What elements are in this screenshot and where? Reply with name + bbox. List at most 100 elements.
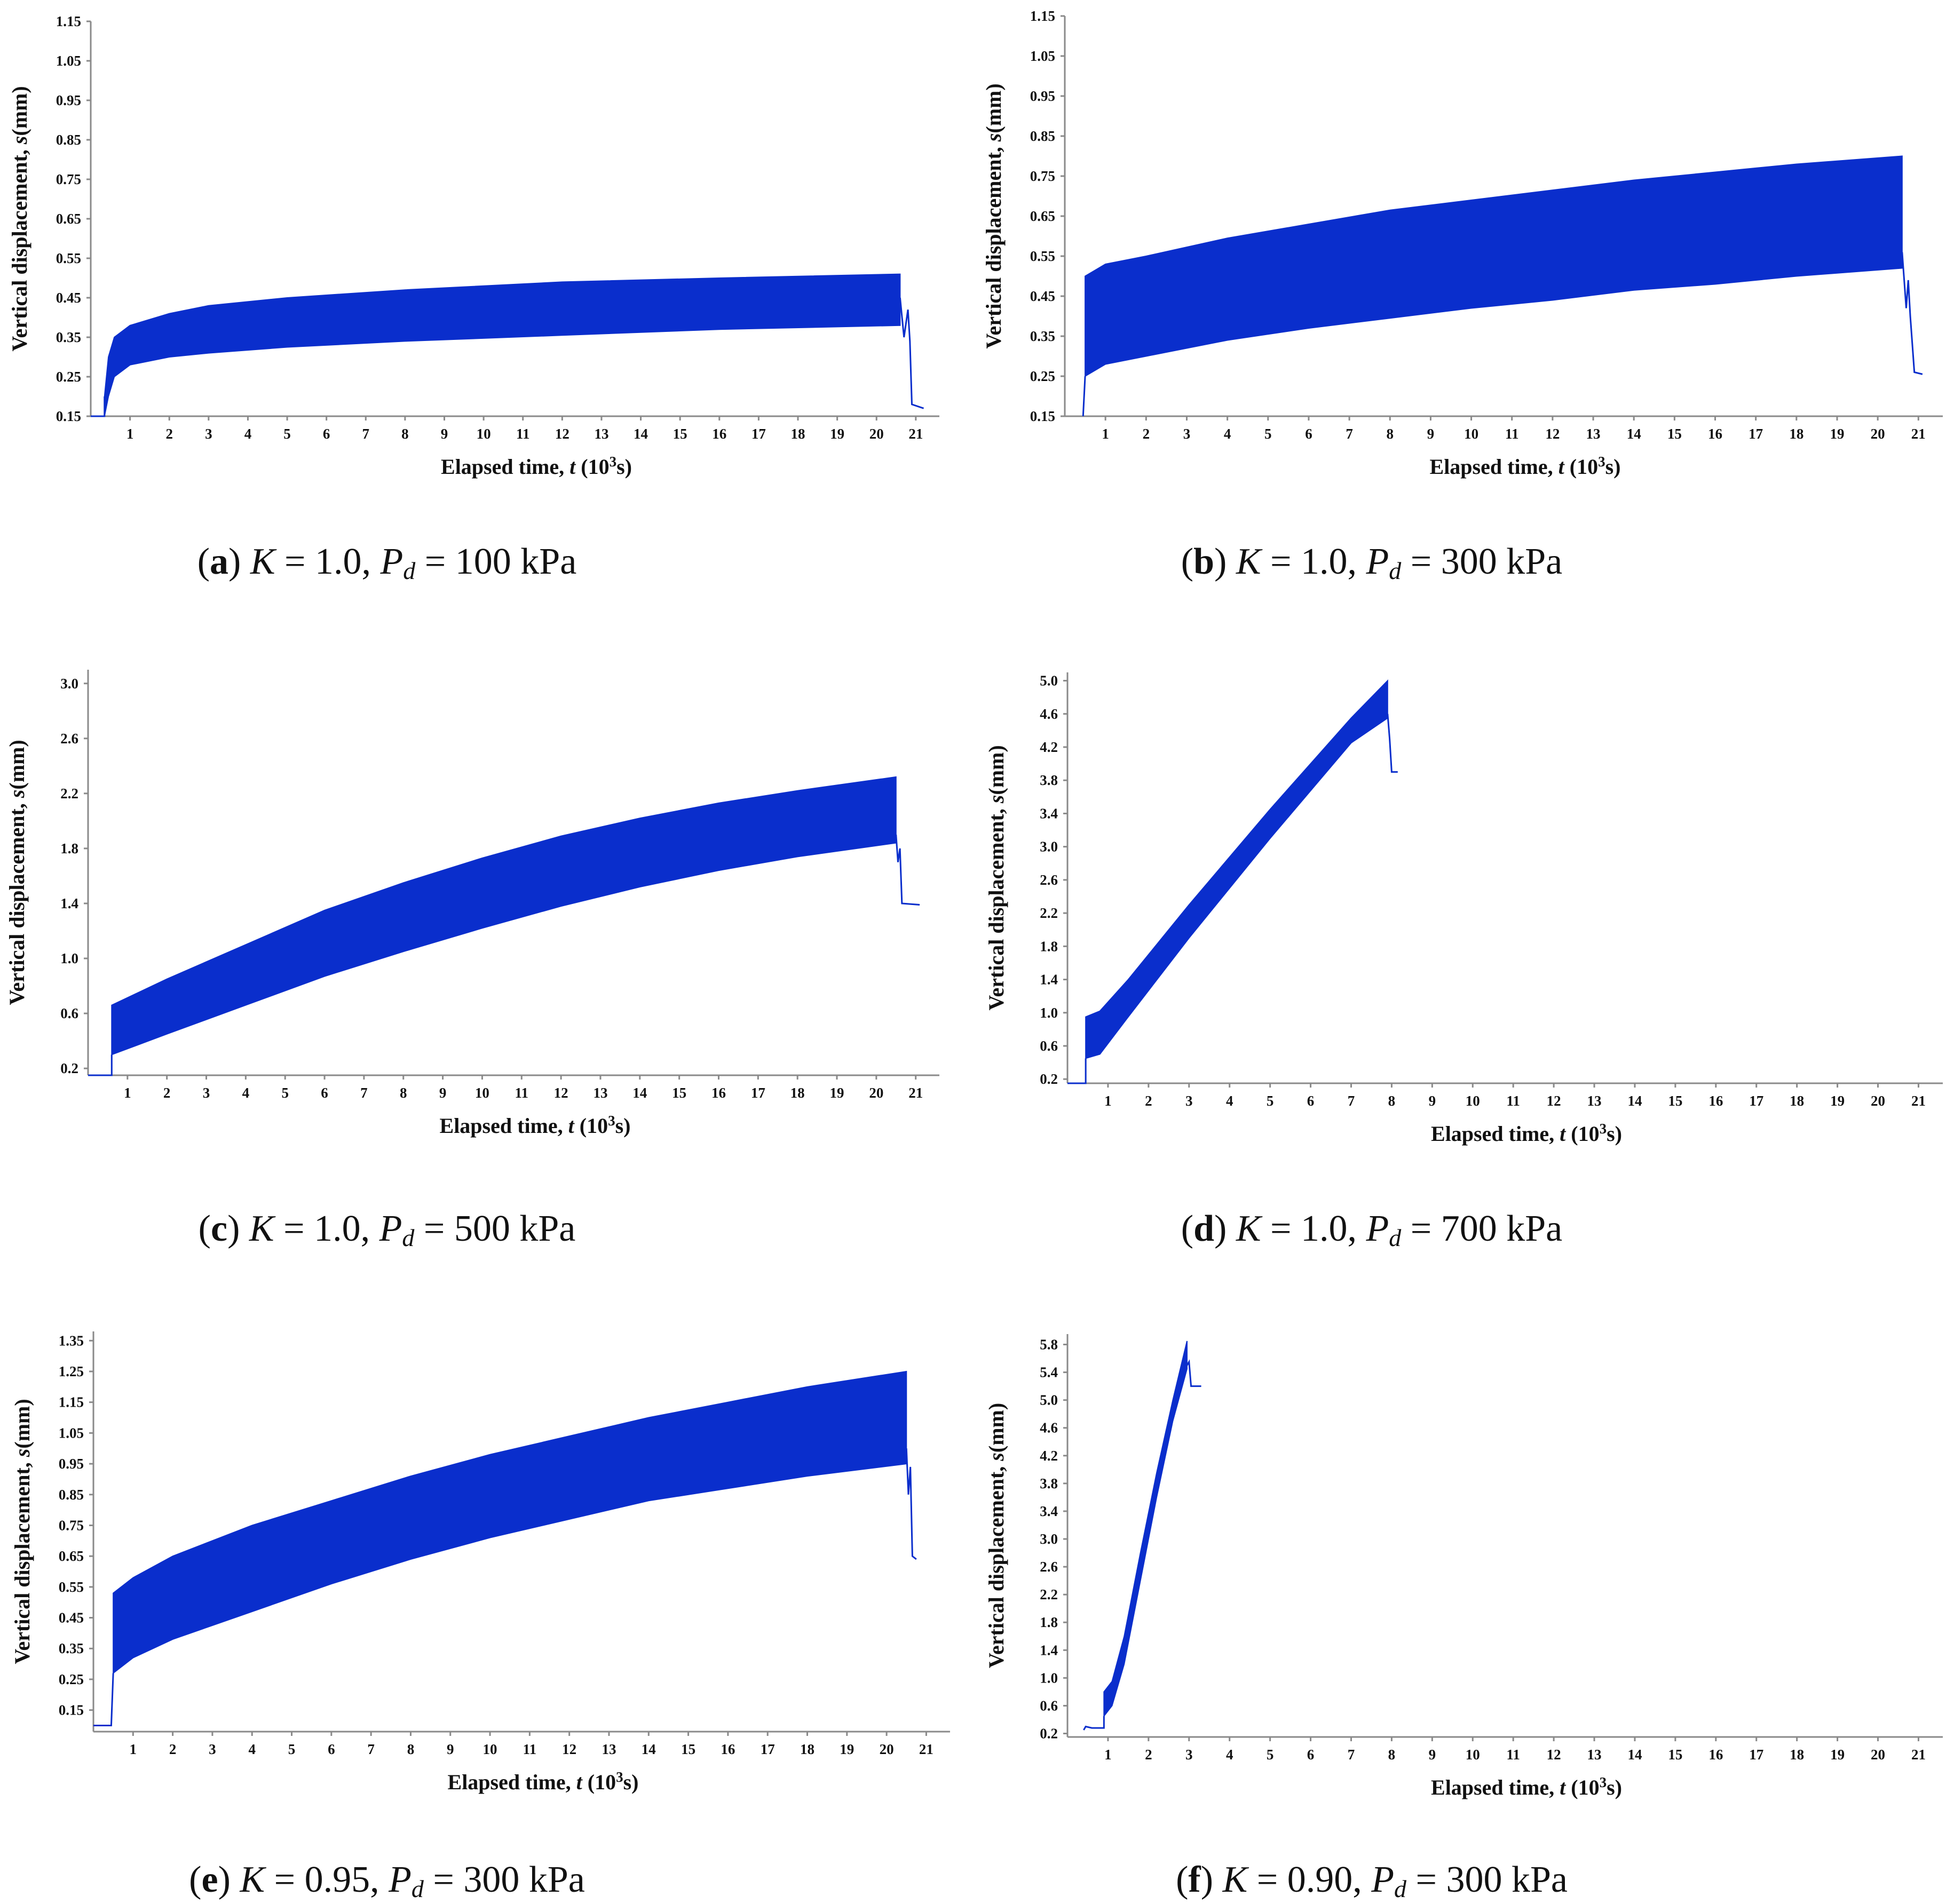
y-tick-label: 0.65 [59,1548,84,1564]
y-tick-label: 1.05 [1030,48,1055,64]
x-tick-label: 11 [523,1741,537,1757]
y-tick-label: 0.2 [60,1060,78,1076]
initial-trace-line [1067,1058,1087,1084]
x-axis-label: Elapsed time, t (103s) [1430,454,1621,479]
x-tick-label: 10 [477,426,491,442]
x-tick-label: 12 [554,1085,568,1101]
y-tick-label: 4.2 [1040,1448,1058,1464]
x-tick-label: 9 [447,1741,454,1757]
y-axis-label: Vertical displacement, s(mm) [10,1399,34,1664]
unloading-trace-line [1186,1359,1201,1387]
x-tick-label: 1 [1104,1093,1112,1109]
x-tick-label: 2 [169,1741,177,1757]
y-tick-label: 2.2 [60,786,78,802]
y-tick-label: 1.25 [59,1363,84,1379]
x-tick-label: 21 [1911,1093,1926,1109]
x-tick-label: 14 [642,1741,656,1757]
y-tick-label: 0.65 [56,211,81,227]
x-tick-label: 15 [673,426,687,442]
y-tick-label: 1.15 [1030,8,1055,24]
x-tick-label: 1 [1104,1747,1112,1763]
displacement-band [1085,679,1388,1059]
y-tick-label: 1.8 [60,840,78,856]
x-tick-label: 9 [1429,1747,1436,1763]
x-tick-label: 16 [1708,426,1722,442]
x-tick-label: 17 [1749,1093,1763,1109]
chart-panel-c: 1 2 3 4 5 6 7 8 9 10 11 12 13 14 15 16 17 18 19 20 210.20.61… [5,670,939,1251]
y-tick-label: 0.95 [56,92,81,108]
x-tick-label: 18 [790,1085,805,1101]
y-tick-label: 0.6 [1040,1038,1058,1054]
y-tick-label: 5.0 [1040,1392,1058,1408]
y-axis-label: Vertical displacement, s(mm) [5,740,29,1005]
x-tick-label: 5 [281,1085,289,1101]
x-tick-label: 3 [205,426,212,442]
x-tick-label: 21 [1911,1747,1926,1763]
y-tick-label: 4.6 [1040,706,1058,722]
y-tick-label: 0.6 [1040,1697,1058,1713]
x-tick-label: 3 [209,1741,216,1757]
panel-caption: (d) K = 1.0, Pd = 700 kPa [1181,1208,1563,1251]
y-tick-label: 1.0 [1040,1005,1058,1021]
x-tick-label: 4 [248,1741,256,1757]
x-tick-label: 15 [672,1085,686,1101]
panel-caption: (a) K = 1.0, Pd = 100 kPa [197,541,577,584]
initial-trace-line [91,396,106,417]
x-tick-label: 15 [681,1741,695,1757]
x-tick-label: 21 [919,1741,934,1757]
y-tick-label: 0.55 [56,250,81,266]
x-tick-label: 20 [869,1085,883,1101]
chart-panel-a: 1 2 3 4 5 6 7 8 9 10 11 12 13 14 15 16 17 18 19 20 210.150.2… [7,13,939,584]
initial-trace-line [88,1054,113,1076]
x-tick-label: 15 [1668,1747,1682,1763]
x-tick-label: 3 [203,1085,210,1101]
x-tick-label: 17 [1749,1747,1763,1763]
x-tick-label: 20 [869,426,884,442]
x-tick-label: 11 [516,426,530,442]
x-tick-label: 5 [1267,1747,1274,1763]
x-tick-label: 6 [1307,1093,1315,1109]
x-tick-label: 10 [483,1741,497,1757]
y-tick-label: 1.8 [1040,938,1058,954]
y-tick-label: 1.05 [59,1425,84,1441]
x-tick-label: 17 [1749,426,1763,442]
unloading-trace-line [899,297,924,409]
x-tick-label: 10 [475,1085,489,1101]
x-tick-label: 9 [1429,1093,1436,1109]
unloading-trace-line [1901,252,1923,375]
y-tick-label: 0.75 [56,171,81,187]
x-tick-label: 2 [165,426,173,442]
x-tick-label: 19 [1830,426,1844,442]
y-tick-label: 1.15 [56,13,81,29]
y-tick-label: 3.8 [1040,772,1058,788]
x-tick-label: 6 [328,1741,335,1757]
x-tick-label: 1 [124,1085,131,1101]
x-tick-label: 2 [1145,1747,1152,1763]
chart-panel-b: 1 2 3 4 5 6 7 8 9 10 11 12 13 14 15 16 17 18 19 20 210.150.2… [982,8,1943,584]
x-tick-label: 8 [400,1085,407,1101]
y-tick-label: 3.8 [1040,1475,1058,1492]
x-tick-label: 11 [515,1085,529,1101]
x-tick-label: 2 [163,1085,171,1101]
x-axis-label: Elapsed time, t (103s) [440,1113,631,1138]
y-tick-label: 0.45 [56,290,81,306]
x-tick-label: 15 [1668,1093,1682,1109]
x-tick-label: 21 [1911,426,1926,442]
x-tick-label: 8 [1388,1747,1396,1763]
x-tick-label: 7 [1348,1747,1355,1763]
x-tick-label: 19 [1830,1747,1845,1763]
displacement-band [1103,1340,1188,1718]
x-tick-label: 14 [1627,426,1641,442]
x-tick-label: 16 [1708,1093,1723,1109]
x-tick-label: 9 [1427,426,1435,442]
y-axis-label: Vertical displacement, s(mm) [982,83,1006,348]
x-tick-label: 18 [791,426,805,442]
x-tick-label: 1 [130,1741,137,1757]
x-tick-label: 16 [721,1741,735,1757]
x-tick-label: 1 [126,426,134,442]
x-tick-label: 6 [323,426,330,442]
y-tick-label: 1.4 [60,895,78,911]
x-tick-label: 2 [1143,426,1150,442]
y-tick-label: 1.8 [1040,1614,1058,1630]
y-tick-label: 0.15 [56,408,81,424]
